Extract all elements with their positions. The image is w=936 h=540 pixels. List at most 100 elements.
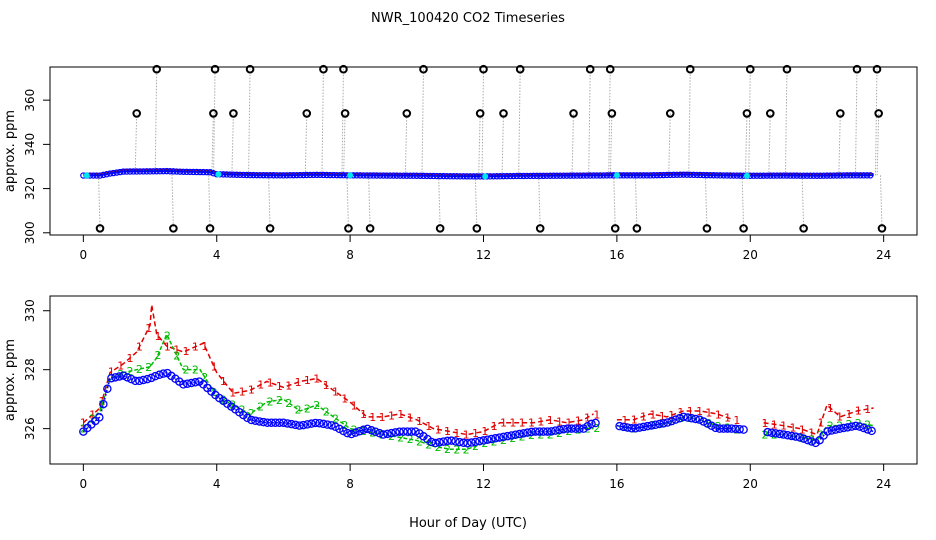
baseline-point <box>473 173 481 180</box>
series-3-point <box>771 429 780 438</box>
baseline-point <box>633 172 641 179</box>
series-2-line <box>763 421 874 442</box>
series-3-point <box>727 424 736 433</box>
series-3-point <box>367 426 376 435</box>
series-3-point <box>395 427 404 436</box>
series-2-point: 2 <box>323 406 330 419</box>
baseline-point <box>837 172 844 179</box>
series-3-point <box>651 420 660 429</box>
flag-stem <box>501 113 505 177</box>
series-3-point <box>263 418 272 427</box>
series-3-point <box>191 378 200 387</box>
series-3-point <box>267 418 276 427</box>
baseline-point <box>780 172 787 179</box>
hour-marker <box>743 172 750 179</box>
baseline-point <box>236 171 244 179</box>
baseline-point <box>116 168 124 176</box>
baseline-point <box>450 173 457 180</box>
baseline-point <box>820 172 827 179</box>
baseline-point <box>827 172 834 179</box>
baseline-point <box>857 172 864 179</box>
series-3-point <box>535 427 544 436</box>
flagged-point <box>499 109 508 118</box>
series-1-point: 1 <box>789 421 796 434</box>
baseline-point <box>650 172 657 179</box>
series-2-point: 2 <box>285 397 292 410</box>
top-x-tick-label: 0 <box>80 248 88 262</box>
series-3-point <box>659 419 668 428</box>
baseline-point <box>126 168 134 175</box>
series-3-point <box>507 431 516 440</box>
flagged-point <box>210 64 220 74</box>
baseline-point <box>863 172 871 179</box>
baseline-point <box>793 172 801 179</box>
baseline-point <box>310 171 317 179</box>
series-3-point <box>463 439 472 448</box>
series-3-point <box>479 436 488 445</box>
flag-stem <box>98 175 101 229</box>
baseline-point <box>363 172 370 179</box>
series-1-point: 1 <box>845 408 852 421</box>
baseline-point <box>193 168 200 176</box>
flagged-point <box>169 224 178 233</box>
baseline-point <box>587 172 594 179</box>
series-2-point: 2 <box>192 364 199 377</box>
flagged-point <box>245 64 255 74</box>
baseline-point <box>180 168 187 175</box>
x-axis-label: Hour of Day (UTC) <box>409 516 527 531</box>
series-3-point <box>551 426 560 435</box>
series-1-point: 1 <box>677 406 684 419</box>
series-2-point: 2 <box>864 419 871 432</box>
bottom-x-axis: 0 4 8 12 16 20 24 <box>80 463 891 491</box>
flag-stem <box>688 69 691 175</box>
baseline-point <box>120 168 127 175</box>
baseline-point <box>96 172 104 179</box>
series-3-point <box>135 376 144 386</box>
flag-stem <box>784 69 788 176</box>
series-3-point <box>243 413 252 423</box>
baseline-point <box>390 172 397 179</box>
series-3-point <box>859 423 868 433</box>
flag-stem <box>768 113 771 176</box>
flag-stem <box>518 69 521 176</box>
series-2-point: 2 <box>295 404 302 417</box>
baseline-point <box>240 171 247 179</box>
baseline-point <box>690 171 697 179</box>
series-1-point: 1 <box>659 410 666 423</box>
bottom-y-tick-label: 326 <box>23 417 37 440</box>
series-2-point: 2 <box>453 443 460 456</box>
series-1-point: 1 <box>547 414 554 427</box>
baseline-point <box>233 171 240 178</box>
baseline-point <box>757 172 764 179</box>
flagged-point <box>569 109 578 118</box>
baseline-point <box>460 173 467 180</box>
baseline-point <box>386 172 394 179</box>
series-1-point: 1 <box>724 412 731 425</box>
hour-marker <box>215 171 222 178</box>
flag-stem <box>213 69 216 174</box>
baseline-point <box>190 168 197 176</box>
flagged-point <box>836 109 845 118</box>
series-1-point: 1 <box>145 322 152 335</box>
series-1-point: 1 <box>836 410 843 423</box>
series-1-point: 1 <box>313 373 320 386</box>
baseline-point <box>466 173 474 180</box>
baseline-point <box>657 171 664 179</box>
series-3-point <box>359 425 368 435</box>
baseline-point <box>380 172 387 179</box>
baseline-point <box>323 171 330 179</box>
series-3-point <box>283 419 292 428</box>
series-2-point: 2 <box>229 399 236 412</box>
series-3-point <box>511 430 520 440</box>
bottom-y-axis: 326 328 330 <box>23 299 51 440</box>
bottom-x-tick-label: 16 <box>609 477 624 491</box>
baseline-point <box>183 168 190 176</box>
flagged-point <box>95 224 105 233</box>
series-1-point: 1 <box>295 376 302 389</box>
series-2-point: 2 <box>416 435 423 448</box>
series-3-point <box>159 369 168 378</box>
flag-stem <box>668 113 671 175</box>
baseline-point <box>393 172 400 179</box>
series-2-point: 2 <box>463 443 470 456</box>
series-3-point <box>319 419 328 429</box>
